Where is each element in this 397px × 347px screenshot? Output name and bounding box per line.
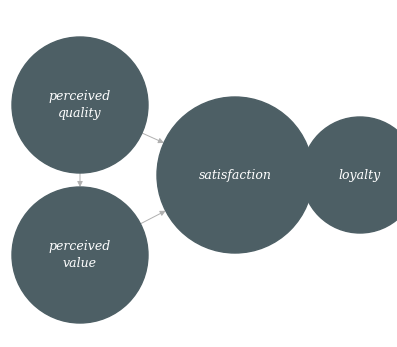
Circle shape <box>12 37 148 173</box>
Text: satisfaction: satisfaction <box>198 169 272 181</box>
Text: perceived
quality: perceived quality <box>49 90 111 120</box>
Circle shape <box>302 117 397 233</box>
Circle shape <box>157 97 313 253</box>
Circle shape <box>12 187 148 323</box>
Text: loyalty: loyalty <box>339 169 381 181</box>
Text: perceived
value: perceived value <box>49 240 111 270</box>
